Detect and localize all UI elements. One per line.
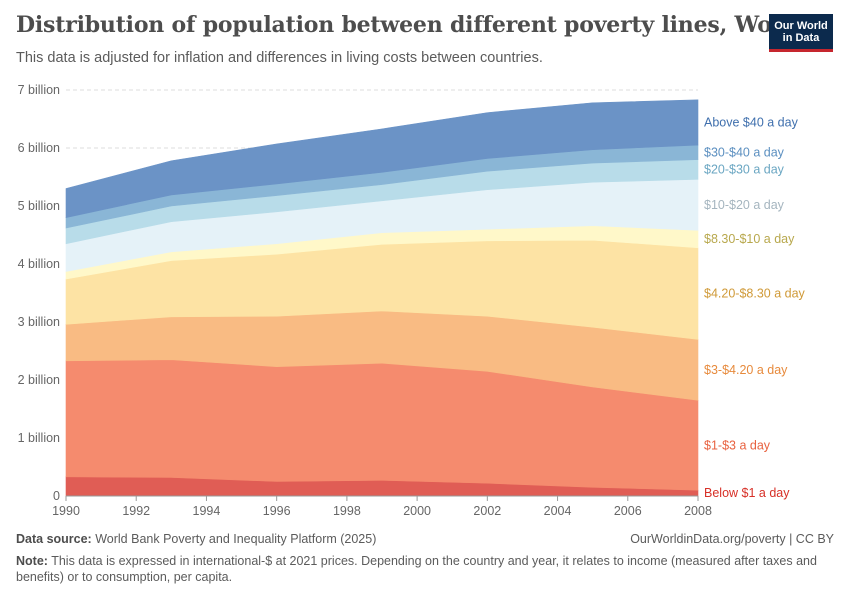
note-label: Note: (16, 554, 48, 568)
x-tick-label: 1998 (333, 504, 361, 518)
chart-note: Note: This data is expressed in internat… (16, 553, 826, 585)
series-label: $4.20-$8.30 a day (704, 287, 806, 301)
series-label: Below $1 a day (704, 486, 790, 500)
y-tick-label: 6 billion (18, 141, 60, 155)
chart-subtitle: This data is adjusted for inflation and … (16, 50, 543, 66)
series-label: $30-$40 a day (704, 145, 785, 159)
chart-title: Distribution of population between diffe… (16, 12, 807, 38)
stacked-area-chart: 0 1 billion 2 billion 3 billion 4 billion 5 b… (18, 83, 806, 518)
x-tick-label: 1990 (52, 504, 80, 518)
logo-line-1: Our World (774, 19, 828, 32)
area-above-40-a-day (65, 99, 699, 218)
series-label: $20-$30 a day (704, 162, 785, 176)
series-label: Above $40 a day (704, 115, 799, 129)
y-tick-label: 2 billion (18, 373, 60, 387)
logo-line-2: in Data (782, 31, 820, 44)
data-source-label: Data source: (16, 532, 92, 546)
x-tick-label: 2006 (614, 504, 642, 518)
y-tick-label: 0 (53, 489, 60, 503)
y-tick-label: 5 billion (18, 199, 60, 213)
x-tick-label: 1994 (193, 504, 221, 518)
x-tick-label: 2008 (684, 504, 712, 518)
note-text: This data is expressed in international-… (16, 554, 817, 584)
owid-logo[interactable]: Our World in Data (769, 14, 833, 52)
y-tick-label: 3 billion (18, 315, 60, 329)
series-label: $10-$20 a day (704, 198, 785, 212)
credit-link[interactable]: OurWorldinData.org/poverty | CC BY (630, 532, 834, 546)
series-label: $3-$4.20 a day (704, 363, 788, 377)
series-label: $1-$3 a day (704, 438, 771, 452)
x-tick-label: 1996 (263, 504, 291, 518)
x-tick-label: 2000 (403, 504, 431, 518)
data-source: Data source: World Bank Poverty and Ineq… (16, 532, 376, 546)
series-label: $8.30-$10 a day (704, 232, 795, 246)
x-tick-label: 2004 (544, 504, 572, 518)
y-tick-label: 7 billion (18, 83, 60, 97)
data-source-text[interactable]: World Bank Poverty and Inequality Platfo… (95, 532, 377, 546)
y-tick-label: 4 billion (18, 257, 60, 271)
y-tick-label: 1 billion (18, 431, 60, 445)
x-tick-label: 1992 (122, 504, 150, 518)
x-tick-label: 2002 (473, 504, 501, 518)
